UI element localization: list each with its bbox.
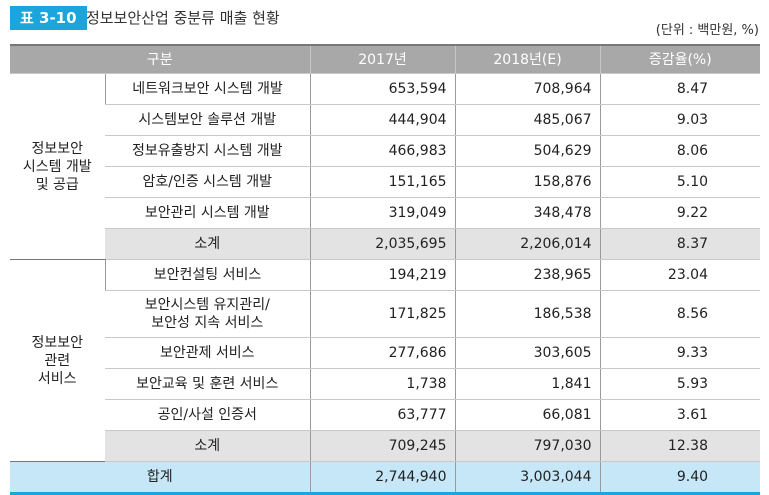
subtotal-value: 8.37 [599, 228, 761, 260]
value-cell: 23.04 [599, 259, 761, 291]
subtotal-label: 소계 [105, 430, 311, 462]
subtotal-row: 소계 709,245 797,030 12.38 [10, 430, 761, 462]
value-cell: 9.22 [599, 197, 761, 229]
table-badge: 표 3-10 [10, 6, 87, 30]
value-cell: 485,067 [454, 104, 601, 136]
value-cell: 8.06 [599, 135, 761, 167]
item-label: 암호/인증 시스템 개발 [105, 166, 311, 198]
value-cell: 158,876 [454, 166, 601, 198]
item-label: 보안교육 및 훈련 서비스 [105, 368, 311, 400]
value-cell: 1,738 [309, 368, 456, 400]
column-header: 증감율(%) [599, 44, 761, 74]
subtotal-value: 2,035,695 [309, 228, 456, 260]
subtotal-label: 소계 [105, 228, 311, 260]
item-label: 네트워크보안 시스템 개발 [104, 73, 311, 105]
column-header: 구분 [10, 44, 311, 74]
subtotal-value: 2,206,014 [454, 228, 601, 260]
data-table: 구분 2017년 2018년(E) 증감율(%) 정보보안 시스템 개발 및 공급 네트워… [10, 44, 761, 495]
value-cell: 3.61 [599, 399, 761, 431]
value-cell: 653,594 [309, 73, 456, 105]
column-header: 2017년 [309, 44, 456, 74]
data-row: 정보유출방지 시스템 개발 466,983 504,629 8.06 [10, 135, 761, 167]
value-cell: 303,605 [454, 337, 601, 369]
value-cell: 277,686 [309, 337, 456, 369]
value-cell: 319,049 [309, 197, 456, 229]
data-row: 보안관리 시스템 개발 319,049 348,478 9.22 [10, 197, 761, 229]
value-cell: 194,219 [309, 259, 456, 291]
subtotal-row: 소계 2,035,695 2,206,014 8.37 [10, 228, 761, 260]
header-row: 구분 2017년 2018년(E) 증감율(%) [10, 44, 761, 74]
value-cell: 66,081 [454, 399, 601, 431]
item-label: 보안컨설팅 서비스 [104, 259, 311, 291]
value-cell: 238,965 [454, 259, 601, 291]
group-label: 정보보안 관련 서비스 [10, 259, 105, 462]
value-cell: 708,964 [454, 73, 601, 105]
total-value: 3,003,044 [454, 461, 601, 495]
value-cell: 8.56 [599, 290, 761, 338]
value-cell: 504,629 [454, 135, 601, 167]
group-label: 정보보안 시스템 개발 및 공급 [10, 73, 105, 260]
data-row: 정보보안 관련 서비스 보안컨설팅 서비스 194,219 238,965 23.04 [10, 259, 761, 462]
value-cell: 466,983 [309, 135, 456, 167]
total-row: 합계 2,744,940 3,003,044 9.40 [10, 461, 761, 495]
subtotal-value: 797,030 [454, 430, 601, 462]
subtotal-value: 709,245 [309, 430, 456, 462]
data-row: 보안교육 및 훈련 서비스 1,738 1,841 5.93 [10, 368, 761, 400]
value-cell: 8.47 [599, 73, 761, 105]
data-row: 시스템보안 솔루션 개발 444,904 485,067 9.03 [10, 104, 761, 136]
data-row: 보안관제 서비스 277,686 303,605 9.33 [10, 337, 761, 369]
total-value: 9.40 [599, 461, 761, 495]
value-cell: 444,904 [309, 104, 456, 136]
item-label: 보안시스템 유지관리/ 보안성 지속 서비스 [105, 290, 311, 338]
value-cell: 9.33 [599, 337, 761, 369]
unit-note: (단위 : 백만원, %) [655, 23, 759, 38]
value-cell: 9.03 [599, 104, 761, 136]
column-header: 2018년(E) [454, 44, 601, 74]
value-cell: 63,777 [309, 399, 456, 431]
item-label: 정보유출방지 시스템 개발 [105, 135, 311, 167]
value-cell: 1,841 [454, 368, 601, 400]
subtotal-value: 12.38 [599, 430, 761, 462]
data-row: 정보보안 시스템 개발 및 공급 네트워크보안 시스템 개발 653,594 708,… [10, 73, 761, 260]
item-label: 공인/사설 인증서 [105, 399, 311, 431]
value-cell: 186,538 [454, 290, 601, 338]
total-value: 2,744,940 [309, 461, 456, 495]
data-row: 암호/인증 시스템 개발 151,165 158,876 5.10 [10, 166, 761, 198]
data-row: 보안시스템 유지관리/ 보안성 지속 서비스 171,825 186,538 8.56 [10, 290, 761, 338]
value-cell: 5.10 [599, 166, 761, 198]
data-row: 공인/사설 인증서 63,777 66,081 3.61 [10, 399, 761, 431]
item-label: 시스템보안 솔루션 개발 [105, 104, 311, 136]
value-cell: 171,825 [309, 290, 456, 338]
value-cell: 151,165 [309, 166, 456, 198]
value-cell: 348,478 [454, 197, 601, 229]
item-label: 보안관제 서비스 [105, 337, 311, 369]
total-label: 합계 [10, 461, 311, 495]
table-title: 정보보안산업 중분류 매출 현황 [86, 9, 280, 27]
value-cell: 5.93 [599, 368, 761, 400]
item-label: 보안관리 시스템 개발 [105, 197, 311, 229]
